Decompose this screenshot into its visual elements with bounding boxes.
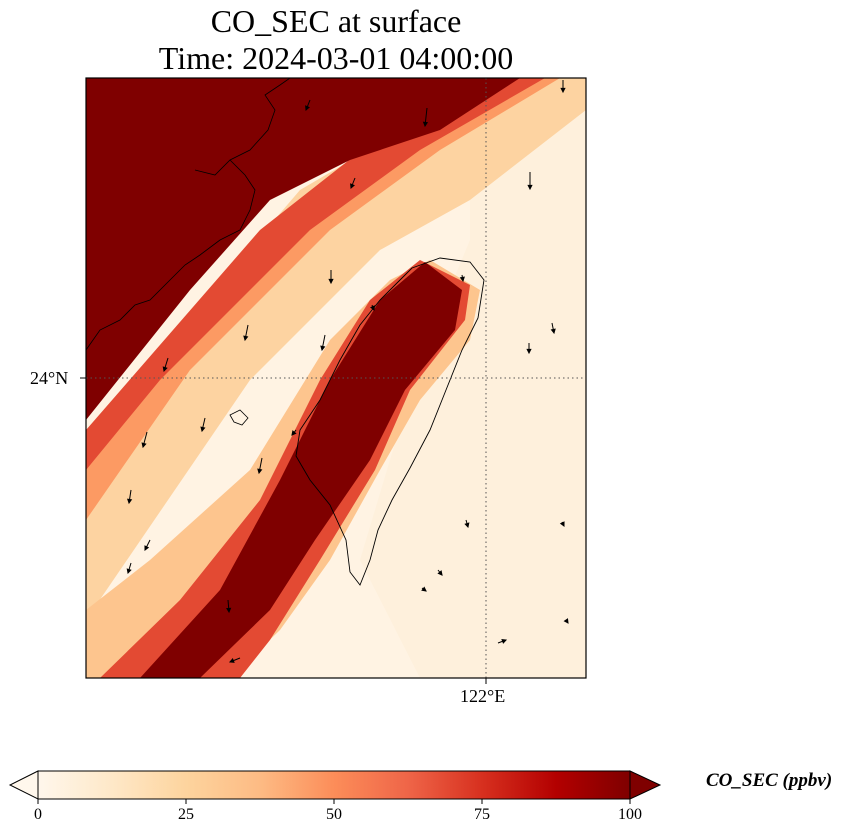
wind-arrow-head bbox=[421, 586, 427, 592]
colorbar-min-extend bbox=[8, 770, 39, 800]
wind-arrow-head bbox=[370, 305, 375, 312]
wind-arrow-head bbox=[328, 278, 334, 285]
wind-arrow-head bbox=[527, 184, 533, 191]
wind-arrow-head bbox=[559, 521, 565, 527]
wind-arrow-head bbox=[563, 618, 569, 624]
lat-tick-label: 24°N bbox=[30, 368, 69, 388]
colorbar-tick-100: 100 bbox=[618, 806, 642, 823]
wind-arrow-head bbox=[243, 335, 249, 342]
wind-vectors bbox=[126, 80, 569, 663]
colorbar-tick-75: 75 bbox=[474, 806, 490, 823]
map-title-line2: Time: 2024-03-01 04:00:00 bbox=[158, 40, 514, 76]
wind-arrow-head bbox=[200, 426, 206, 433]
colorbar-tick-0: 0 bbox=[34, 806, 42, 823]
lon-tick-label: 122°E bbox=[460, 686, 506, 706]
wind-arrow-head bbox=[257, 468, 263, 475]
wind-arrow-head bbox=[464, 522, 470, 529]
wind-arrow-head bbox=[127, 498, 133, 505]
wind-arrow-head bbox=[350, 183, 355, 190]
wind-arrow-head bbox=[560, 87, 566, 94]
wind-arrow-head bbox=[228, 658, 235, 663]
mainland-coastline bbox=[86, 78, 291, 351]
wind-arrow-head bbox=[305, 105, 310, 112]
wind-arrow-head bbox=[162, 366, 168, 373]
colorbar-tick-25: 25 bbox=[178, 806, 194, 823]
colorbar bbox=[37, 770, 631, 800]
wind-arrow-head bbox=[144, 545, 150, 551]
wind-arrow-head bbox=[226, 607, 232, 614]
wind-arrow-head bbox=[437, 570, 443, 576]
wind-arrow-head bbox=[320, 345, 326, 352]
wind-arrow-head bbox=[526, 348, 532, 355]
wind-arrow-head bbox=[459, 276, 465, 283]
wind-arrow-head bbox=[550, 328, 556, 335]
colorbar-tick-50: 50 bbox=[326, 806, 342, 823]
wind-arrow-head bbox=[126, 568, 132, 575]
wind-arrow-head bbox=[501, 638, 508, 644]
wind-arrow-head bbox=[141, 442, 147, 449]
concentration-field bbox=[86, 78, 586, 678]
penghu-islands bbox=[229, 409, 249, 426]
colorbar-label: CO_SEC (ppbv) bbox=[706, 770, 833, 791]
wind-arrow-head bbox=[422, 121, 429, 128]
colorbar-max-extend bbox=[629, 770, 662, 800]
wind-arrow-head bbox=[291, 430, 297, 436]
taiwan-coastline bbox=[295, 257, 485, 586]
map-title-line1: CO_SEC at surface bbox=[210, 3, 462, 39]
